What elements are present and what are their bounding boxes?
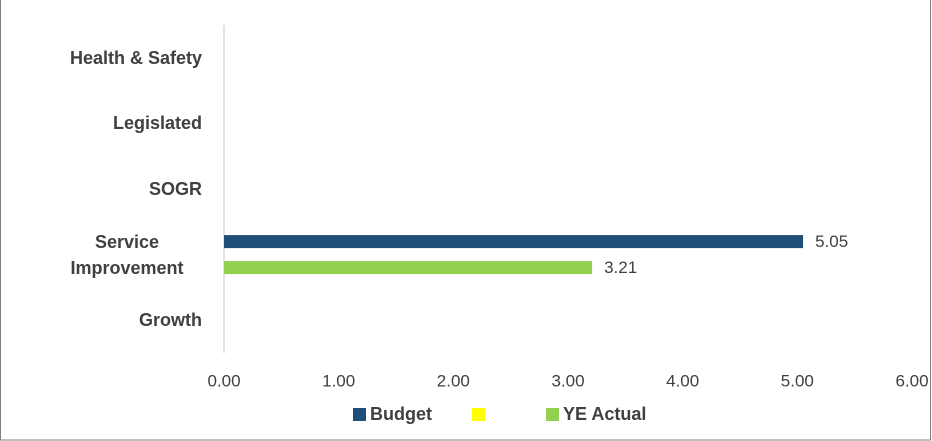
legend-swatch bbox=[546, 408, 559, 421]
bar bbox=[224, 261, 593, 275]
value-label: 5.05 bbox=[815, 232, 848, 251]
x-tick-label: 2.00 bbox=[437, 371, 470, 390]
x-tick-label: 4.00 bbox=[666, 371, 699, 390]
category-text: Health & Safety bbox=[69, 47, 202, 68]
category-text: Growth bbox=[139, 310, 202, 331]
value-label: 3.21 bbox=[604, 258, 637, 277]
legend-item: Budget bbox=[353, 404, 432, 425]
legend: Budget YE Actual bbox=[353, 404, 686, 425]
legend-swatch bbox=[472, 408, 485, 421]
bar bbox=[224, 235, 804, 249]
category-label: Growth bbox=[10, 307, 202, 333]
legend-label: YE Actual bbox=[563, 404, 647, 424]
legend-swatch bbox=[353, 408, 366, 421]
category-label: Health & Safety bbox=[10, 45, 202, 71]
category-label: Service Improvement bbox=[10, 229, 202, 281]
legend-label: Budget bbox=[370, 404, 432, 424]
category-text: SOGR bbox=[148, 179, 202, 199]
x-tick-label: 5.00 bbox=[781, 371, 814, 390]
legend-item bbox=[472, 408, 489, 421]
category-text: Service Improvement bbox=[70, 231, 184, 278]
x-tick-label: 1.00 bbox=[322, 371, 355, 390]
category-label: SOGR bbox=[10, 176, 202, 202]
x-tick-label: 0.00 bbox=[207, 371, 240, 390]
legend-item: YE Actual bbox=[546, 404, 646, 425]
x-tick-label: 3.00 bbox=[551, 371, 584, 390]
category-label: Legislated bbox=[10, 110, 202, 136]
category-text: Legislated bbox=[112, 113, 202, 134]
x-tick-label: 6.00 bbox=[895, 371, 928, 390]
